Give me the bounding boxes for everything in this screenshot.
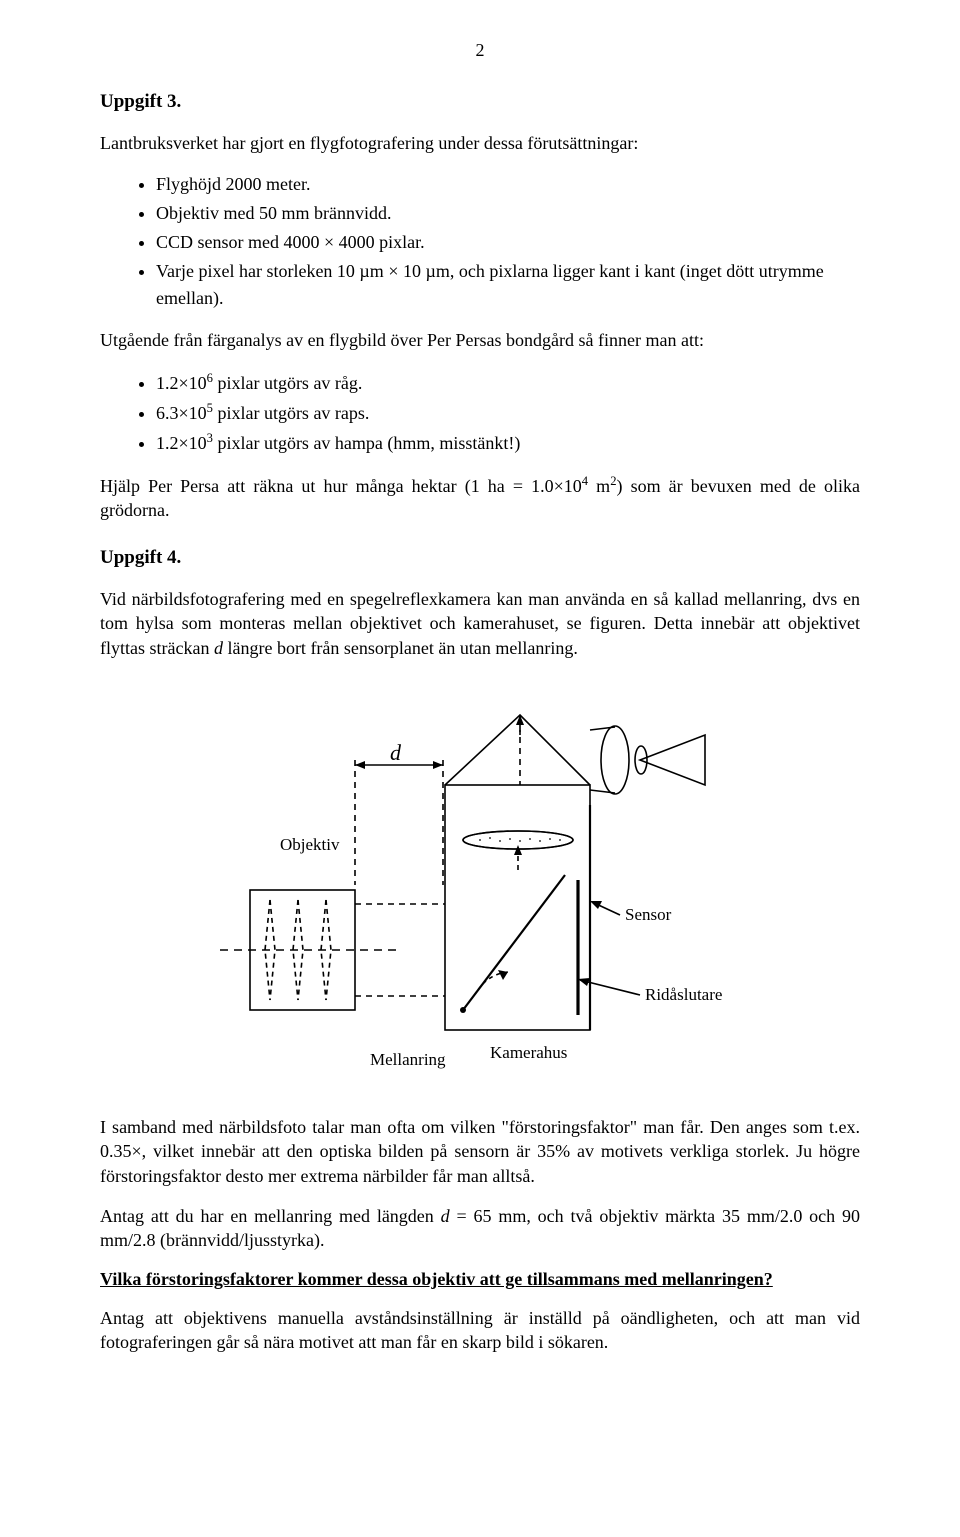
page: 2 Uppgift 3. Lantbruksverket har gjort e… xyxy=(0,0,960,1537)
u4-para2: I samband med närbildsfoto talar man oft… xyxy=(100,1115,860,1188)
coef: 1.2 xyxy=(156,433,179,453)
times-symbol: × xyxy=(554,476,564,496)
u4-question: Vilka förstoringsfaktorer kommer dessa o… xyxy=(100,1269,860,1290)
list-item: 1.2×106 pixlar utgörs av råg. xyxy=(156,369,860,397)
list-item: Flyghöjd 2000 meter. xyxy=(156,171,860,198)
times-symbol: × xyxy=(179,373,189,393)
coef: 6.3 xyxy=(156,403,179,423)
text: Vid närbildsfotografering med en spegelr… xyxy=(100,589,860,658)
list-item: CCD sensor med 4000 × 4000 pixlar. xyxy=(156,229,860,256)
times-symbol: × xyxy=(388,261,398,281)
label-kamerahus: Kamerahus xyxy=(490,1043,567,1062)
camera-diagram: d Objektiv xyxy=(100,690,860,1085)
u4-para1: Vid närbildsfotografering med en spegelr… xyxy=(100,587,860,660)
text: , vilket innebär att den optiska bilden … xyxy=(100,1141,860,1185)
camera-svg: d Objektiv xyxy=(220,690,740,1080)
tail: pixlar utgörs av råg. xyxy=(213,373,362,393)
u4-para3: Antag att du har en mellanring med längd… xyxy=(100,1204,860,1253)
text: Hjälp Per Persa att räkna ut hur många h… xyxy=(100,476,531,496)
tail: pixlar utgörs av hampa (hmm, misstänkt!) xyxy=(213,433,520,453)
heading-uppgift-4: Uppgift 4. xyxy=(100,547,860,569)
u4-para4: Antag att objektivens manuella avståndsi… xyxy=(100,1306,860,1355)
text: I samband med närbildsfoto talar man oft… xyxy=(100,1117,860,1137)
label-sensor: Sensor xyxy=(625,905,672,924)
times-symbol: × xyxy=(179,403,189,423)
list-item: Objektiv med 50 mm brännvidd. xyxy=(156,200,860,227)
factor: 0.35× xyxy=(100,1141,142,1161)
label-ridaslutare: Ridåslutare xyxy=(645,985,722,1004)
text: Varje pixel har storleken 10 µm xyxy=(156,261,388,281)
u3-para2: Utgående från färganalys av en flygbild … xyxy=(100,328,860,352)
label-d: d xyxy=(390,740,402,765)
u3-help: Hjälp Per Persa att räkna ut hur många h… xyxy=(100,473,860,523)
list-item: Varje pixel har storleken 10 µm × 10 µm,… xyxy=(156,258,860,312)
page-number: 2 xyxy=(100,40,860,61)
tail: pixlar utgörs av raps. xyxy=(213,403,369,423)
coef: 1.0 xyxy=(531,476,554,496)
coef: 1.2 xyxy=(156,373,179,393)
list-item: 6.3×105 pixlar utgörs av raps. xyxy=(156,399,860,427)
label-mellanring: Mellanring xyxy=(370,1050,446,1069)
label-objektiv: Objektiv xyxy=(280,835,340,854)
u3-bullets-1: Flyghöjd 2000 meter. Objektiv med 50 mm … xyxy=(100,171,860,312)
list-item: 1.2×103 pixlar utgörs av hampa (hmm, mis… xyxy=(156,429,860,457)
times-symbol: × xyxy=(179,433,189,453)
text: m xyxy=(588,476,610,496)
u3-bullets-2: 1.2×106 pixlar utgörs av råg. 6.3×105 pi… xyxy=(100,369,860,457)
u3-intro: Lantbruksverket har gjort en flygfotogra… xyxy=(100,131,860,155)
heading-uppgift-3: Uppgift 3. xyxy=(100,91,860,113)
